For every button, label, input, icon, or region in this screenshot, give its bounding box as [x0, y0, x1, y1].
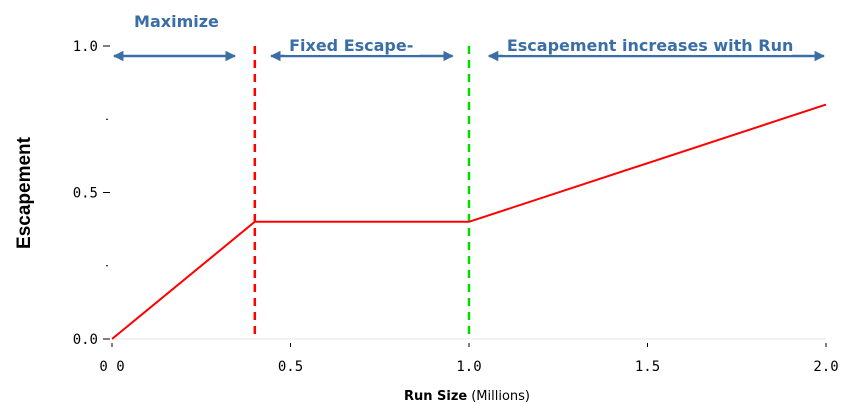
x-tick-label: 2.0	[813, 359, 838, 375]
y-axis-label: Escapement	[14, 136, 35, 249]
annotation-label: Maximize	[134, 12, 219, 31]
x-tick-label: 0 0	[99, 359, 124, 375]
annotation-label: Fixed Escape-	[289, 36, 413, 55]
x-axis-label-unit: (Millions)	[471, 389, 530, 404]
y-tick-label: 0.0	[73, 332, 98, 348]
annotations: Maximize Fixed Escape- Escapement increase…	[112, 12, 826, 62]
annotation-label-bg	[502, 34, 793, 55]
axes: 0.0 0.5 1.0 0 0 0.5 1.0 1.5 2.0	[73, 39, 839, 375]
escapement-line	[111, 103, 827, 340]
x-tick-label: 1.5	[635, 359, 660, 375]
y-tick-label: 0.5	[73, 186, 98, 202]
x-axis-label: Run Size (Millions)	[404, 389, 530, 404]
x-tick-label: 1.0	[456, 359, 481, 375]
plot-area	[111, 46, 827, 340]
annotation-label: Escapement increases with Run	[507, 36, 794, 55]
annotation-label-bg	[285, 34, 420, 55]
x-axis-label-name: Run Size	[404, 389, 467, 404]
x-tick-label: 0.5	[278, 359, 303, 375]
y-tick-label: 1.0	[73, 39, 98, 55]
